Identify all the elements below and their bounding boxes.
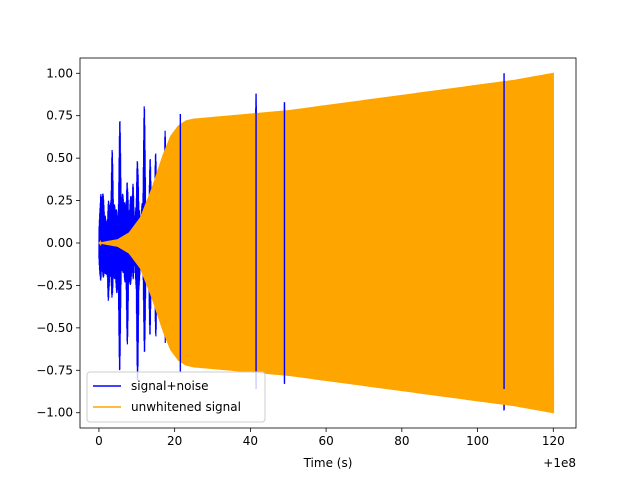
y-tick-label: 0.25 bbox=[46, 194, 73, 208]
y-tick-label: 0.50 bbox=[46, 151, 73, 165]
y-tick-label: −1.00 bbox=[36, 406, 73, 420]
x-tick-label: 60 bbox=[318, 434, 333, 448]
ticks-layer: 0 20 40 60 80 100 120 1.00 0.75 0.50 0.25 0.00 −0.25… bbox=[36, 66, 565, 448]
y-tick-label: −0.75 bbox=[36, 363, 73, 377]
y-tick-label: 0.00 bbox=[46, 236, 73, 250]
legend-box bbox=[86, 371, 266, 423]
x-tick-label: 20 bbox=[167, 434, 182, 448]
series-layer bbox=[98, 72, 555, 414]
y-tick-label: 0.75 bbox=[46, 109, 73, 123]
x-tick-label: 40 bbox=[243, 434, 258, 448]
y-tick-label: 1.00 bbox=[46, 66, 73, 80]
legend-label-unwhitened-signal: unwhitened signal bbox=[131, 400, 241, 414]
x-tick-label: 0 bbox=[95, 434, 103, 448]
legend: signal+noise unwhitened signal bbox=[86, 371, 266, 423]
legend-label-signal-noise: signal+noise bbox=[131, 379, 208, 393]
x-axis-label: Time (s) bbox=[303, 456, 353, 470]
x-tick-label: 120 bbox=[542, 434, 565, 448]
x-tick-label: 80 bbox=[394, 434, 409, 448]
y-tick-label: −0.25 bbox=[36, 278, 73, 292]
x-offset-label: +1e8 bbox=[543, 456, 576, 470]
y-tick-label: −0.50 bbox=[36, 321, 73, 335]
x-tick-label: 100 bbox=[466, 434, 489, 448]
